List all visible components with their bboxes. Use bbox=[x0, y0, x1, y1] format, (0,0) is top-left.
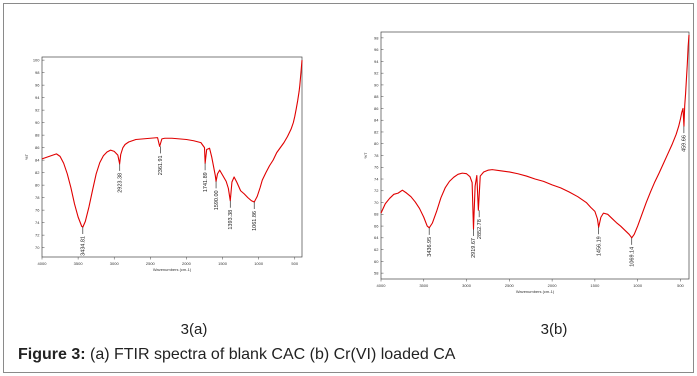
chart-a-y-tick-label: 90 bbox=[35, 120, 40, 125]
chart-b-y-tick-label: 64 bbox=[374, 235, 379, 240]
chart-b-y-tick-label: 74 bbox=[374, 176, 379, 181]
chart-a-y-tick-label: 70 bbox=[35, 245, 40, 250]
chart-a-peak-label: 1590.00 bbox=[214, 190, 220, 210]
chart-b-x-axis-title: Wavenumbers (cm-1) bbox=[516, 289, 555, 294]
chart-b-x-tick-label: 3000 bbox=[462, 283, 472, 288]
chart-b-y-tick-label: 82 bbox=[374, 129, 379, 134]
panel-label-a: 3(a) bbox=[180, 321, 208, 338]
chart-b-x-tick-label: 500 bbox=[677, 283, 684, 288]
chart-b-y-tick-label: 88 bbox=[374, 94, 379, 99]
ftir-chart-b: 4000 3500 3000 2500 2000 1500 1000 500 58 60 62 64 6… bbox=[363, 31, 690, 294]
chart-b-x-tick-label: 1500 bbox=[590, 283, 600, 288]
chart-a-x-tick-label: 3500 bbox=[74, 261, 84, 266]
chart-a-y-tick-label: 86 bbox=[35, 145, 40, 150]
chart-b-spectrum-line bbox=[380, 34, 690, 239]
chart-b-peak-label: 3436.95 bbox=[427, 237, 433, 257]
chart-a-y-tick-label: 92 bbox=[35, 108, 40, 113]
chart-b-y-tick-label: 98 bbox=[374, 35, 379, 40]
chart-a-x-tick-label: 2000 bbox=[182, 261, 192, 266]
chart-a-spectrum-line bbox=[41, 60, 303, 228]
chart-a-x-tick-label: 3000 bbox=[110, 261, 120, 266]
chart-b-y-tick-label: 62 bbox=[374, 247, 379, 252]
chart-b-peak-label: 459.66 bbox=[682, 135, 688, 152]
chart-a-y-tick-label: 100 bbox=[33, 58, 40, 63]
caption-prefix: Figure 3: bbox=[18, 346, 86, 363]
chart-b-x-tick-label: 2500 bbox=[505, 283, 515, 288]
chart-a-peak-label: 1393.38 bbox=[228, 210, 234, 230]
chart-b-plot-area bbox=[380, 31, 690, 280]
chart-a-x-tick-label: 2500 bbox=[146, 261, 156, 266]
chart-b-x-tick-label: 2000 bbox=[548, 283, 558, 288]
chart-b-y-tick-label: 72 bbox=[374, 188, 379, 193]
chart-a-y-tick-label: 88 bbox=[35, 133, 40, 138]
chart-b-y-tick-label: 78 bbox=[374, 153, 379, 158]
chart-b-y-tick-label: 76 bbox=[374, 165, 379, 170]
chart-b-y-tick-label: 92 bbox=[374, 71, 379, 76]
panel-label-b: 3(b) bbox=[540, 321, 568, 338]
chart-a-plot-area bbox=[41, 56, 303, 258]
chart-b-peak-label: 1069.14 bbox=[630, 247, 636, 267]
chart-a-y-tick-label: 80 bbox=[35, 183, 40, 188]
chart-b-y-tick-label: 58 bbox=[374, 271, 379, 276]
chart-b-y-tick-label: 84 bbox=[374, 118, 379, 123]
chart-a-x-tick-label: 1000 bbox=[254, 261, 264, 266]
chart-a-x-tick-label: 500 bbox=[291, 261, 298, 266]
caption-text: (a) FTIR spectra of blank CAC (b) Cr(VI)… bbox=[85, 346, 456, 363]
chart-b-y-axis-title: %T bbox=[363, 152, 368, 159]
chart-b-x-tick-label: 3500 bbox=[419, 283, 429, 288]
chart-b-y-tick-label: 96 bbox=[374, 47, 379, 52]
ftir-chart-a: 4000 3500 3000 2500 2000 1500 1000 500 70 72 74 76 7… bbox=[24, 56, 303, 272]
chart-a-y-tick-label: 96 bbox=[35, 83, 40, 88]
chart-a-peak-label: 2361.91 bbox=[158, 155, 164, 175]
chart-b-y-tick-label: 90 bbox=[374, 82, 379, 87]
chart-a-y-tick-label: 84 bbox=[35, 158, 40, 163]
chart-b-y-tick-label: 60 bbox=[374, 259, 379, 264]
chart-a-y-tick-label: 98 bbox=[35, 70, 40, 75]
chart-a-peak-label: 1741.89 bbox=[203, 172, 209, 192]
chart-a-x-tick-label: 1500 bbox=[218, 261, 228, 266]
chart-a-y-tick-label: 76 bbox=[35, 208, 40, 213]
chart-b-peak-label: 2852.78 bbox=[477, 219, 483, 239]
figure-frame: 4000 3500 3000 2500 2000 1500 1000 500 70 72 74 76 7… bbox=[3, 3, 694, 373]
chart-b-x-tick-label: 4000 bbox=[377, 283, 387, 288]
figure-caption: Figure 3: (a) FTIR spectra of blank CAC … bbox=[18, 346, 455, 364]
chart-a-y-tick-label: 74 bbox=[35, 220, 40, 225]
chart-a-peak-label: 3434.81 bbox=[81, 236, 87, 256]
chart-b-y-tick-label: 68 bbox=[374, 212, 379, 217]
chart-a-y-tick-label: 82 bbox=[35, 170, 40, 175]
chart-b-peak-label: 2919.67 bbox=[471, 238, 477, 258]
chart-b-y-tick-label: 86 bbox=[374, 106, 379, 111]
chart-b-y-tick-label: 94 bbox=[374, 59, 379, 64]
chart-a-y-tick-label: 72 bbox=[35, 233, 40, 238]
chart-b-x-tick-label: 1000 bbox=[633, 283, 643, 288]
chart-a-peak-label: 1061.86 bbox=[252, 211, 258, 231]
chart-b-y-tick-label: 80 bbox=[374, 141, 379, 146]
chart-b-y-tick-label: 66 bbox=[374, 223, 379, 228]
chart-b-peak-label: 1456.19 bbox=[596, 236, 602, 256]
chart-b-y-tick-label: 70 bbox=[374, 200, 379, 205]
chart-a-peak-label: 2923.38 bbox=[118, 173, 124, 193]
chart-a-x-axis-title: Wavenumbers (cm-1) bbox=[153, 267, 192, 272]
chart-a-y-axis-title: %T bbox=[24, 153, 29, 160]
chart-a-y-tick-label: 94 bbox=[35, 95, 40, 100]
chart-a-y-tick-label: 78 bbox=[35, 195, 40, 200]
chart-a-x-tick-label: 4000 bbox=[38, 261, 48, 266]
